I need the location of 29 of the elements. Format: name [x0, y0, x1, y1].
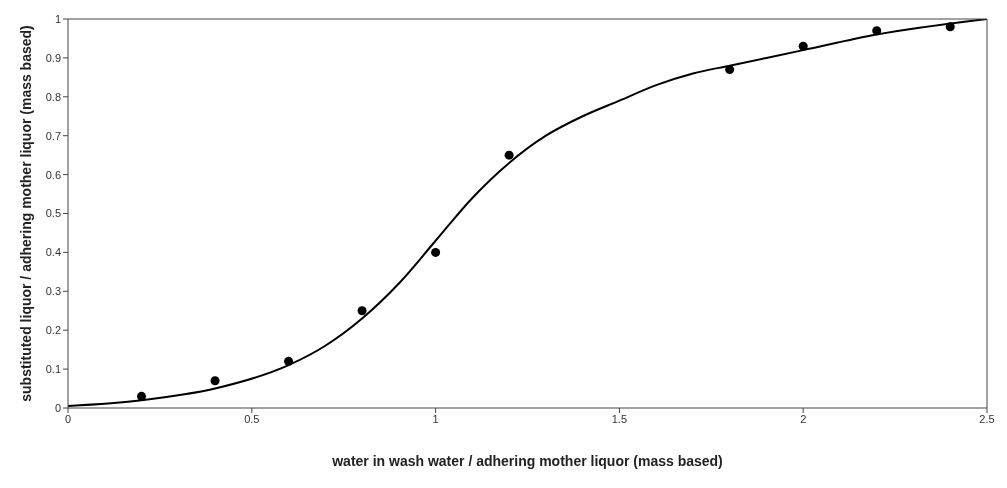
- y-axis-title: substituted liquor / adhering mother liquor (mass based): [17, 25, 34, 402]
- x-tick-label: 0: [64, 412, 72, 425]
- y-tick-label: 0.1: [45, 363, 61, 376]
- y-tick-label: 0.9: [45, 51, 61, 64]
- point: [210, 376, 220, 386]
- y-tick-label: 0.6: [45, 168, 61, 181]
- y-tick-label: 0.8: [45, 90, 61, 103]
- x-tick-label: 1: [432, 412, 439, 425]
- point: [798, 41, 808, 51]
- y-tick-label: 0.5: [45, 207, 61, 220]
- point: [504, 150, 514, 160]
- point: [357, 306, 367, 316]
- point: [284, 356, 294, 366]
- y-tick-label: 0.7: [45, 129, 61, 142]
- y-tick-label: 0.3: [45, 285, 61, 298]
- point: [431, 247, 441, 257]
- x-tick-label: 2: [800, 412, 807, 425]
- x-tick-label: 1.5: [611, 412, 628, 425]
- point: [945, 22, 955, 32]
- x-tick-label: 0.5: [244, 412, 260, 425]
- x-axis-title: water in wash water / adhering mother liquor (mass based): [331, 452, 723, 469]
- y-tick-label: 0.4: [45, 246, 61, 259]
- point: [137, 391, 147, 401]
- y-tick-label: 1: [54, 12, 61, 25]
- point: [725, 65, 735, 75]
- point: [872, 26, 882, 36]
- y-tick-label: 0.2: [45, 324, 61, 337]
- y-tick-label: 0: [54, 401, 61, 414]
- x-tick-label: 2.5: [979, 412, 995, 425]
